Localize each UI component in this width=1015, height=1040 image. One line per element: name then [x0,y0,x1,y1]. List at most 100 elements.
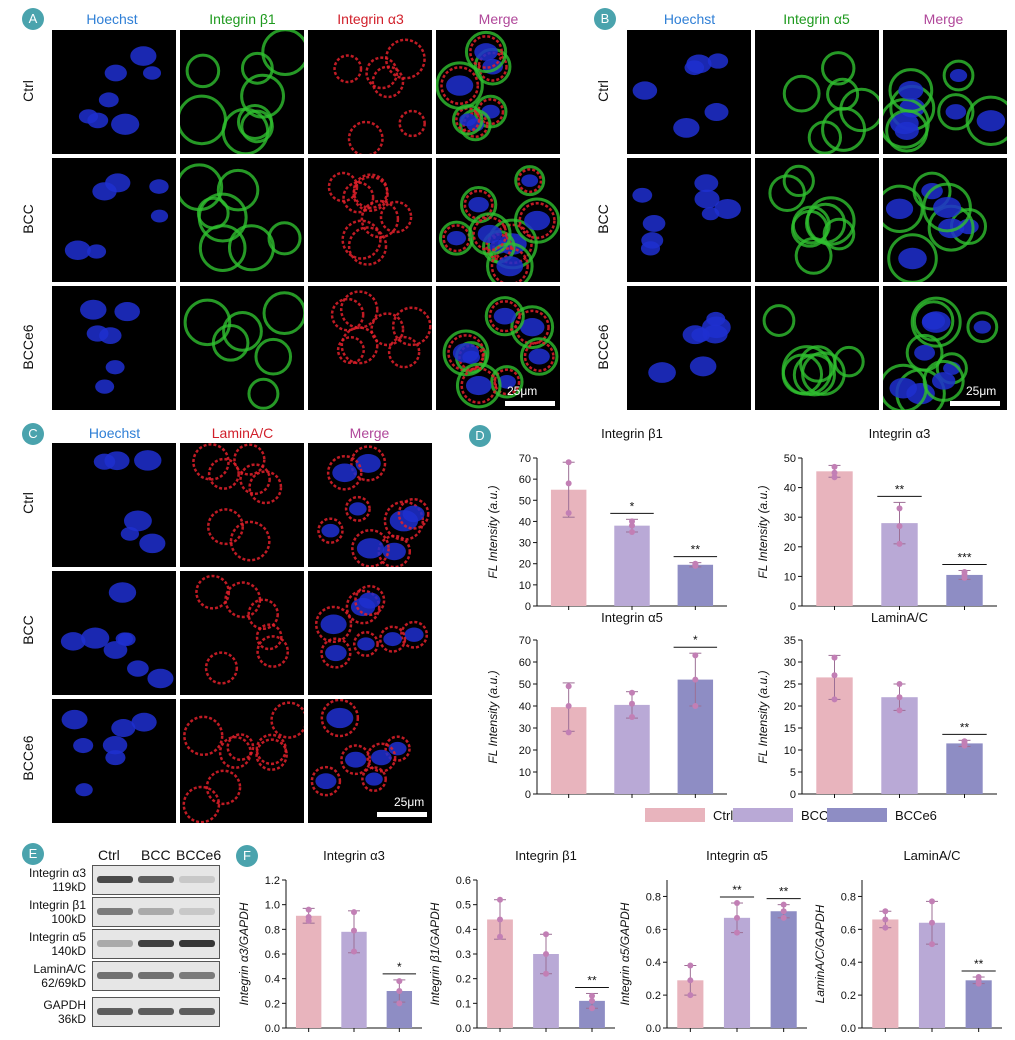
cell-membrane [910,296,962,348]
data-point [882,916,889,923]
cell-stain [239,463,271,495]
cell-nucleus [949,69,968,83]
wb-band [179,940,215,947]
cell-stain [352,175,389,212]
cell-stain [336,336,365,365]
cell-membrane [459,186,498,224]
cell-nucleus [889,377,918,399]
chart-f-integrin-b1: Integrin β1 Integrin β1/GAPDH 0.0 0.1 0.2 0.3… [430,848,615,1035]
data-point [305,914,312,920]
y-tick-label: 0.8 [265,924,280,936]
cell-stain [256,635,290,668]
cell-nucleus [684,60,705,76]
cell-membrane [486,242,534,282]
cell-nucleus [325,644,347,662]
chart-d-lamin: LaminA/C FL Intensity (a.u.) 0 5 10 15 20 25 30 3… [756,610,997,801]
cell-nucleus [61,709,88,730]
cell-nucleus [87,244,107,259]
y-tick-label: 30 [519,538,531,550]
cell-nucleus [60,632,86,651]
cell-stain [333,54,363,84]
cell-stain [397,497,430,530]
wb-band [179,908,215,915]
wb-band [179,876,215,883]
cell-membrane [183,298,232,347]
y-tick-label: 0.0 [646,1023,661,1035]
cell-nucleus [344,751,367,768]
panel-label-c: C [22,423,44,445]
data-point [780,914,787,921]
wb-protein: Integrin α3 [29,866,86,880]
data-point [565,729,572,736]
cell-membrane [455,362,502,409]
micrograph [308,158,432,282]
y-tick-label: 0.4 [456,924,471,936]
cell-stain [351,528,390,567]
data-point [975,974,982,981]
wb-label: GAPDH 36kD [10,998,86,1026]
cell-nucleus [632,81,658,100]
data-point [687,962,694,969]
cell-stain [383,500,425,541]
cell-membrane [513,197,560,244]
wb-label: Integrin α3 119kD [10,866,86,894]
wb-band [97,908,133,915]
data-point [831,672,838,679]
cell-nucleus [142,66,162,80]
cell-nucleus [147,668,174,689]
y-tick-label: 0 [790,789,796,801]
chart-title: LaminA/C [871,610,928,625]
y-tick-label: 50 [519,679,531,691]
cell-membrane [247,377,280,410]
cell-stain [310,765,342,797]
data-point [396,978,403,985]
cell-membrane [922,182,972,233]
wb-band [97,940,133,947]
wb-band [138,972,174,979]
data-point [780,908,787,915]
cell-stain [379,625,407,653]
y-tick-label: 0.6 [646,924,661,936]
cell-membrane [196,196,230,230]
y-tick-label: 0 [790,601,796,613]
cell-nucleus [497,375,516,389]
cell-stain [270,701,304,739]
cell-stain [205,769,242,806]
cell-membrane [464,30,508,74]
panel-b-row-bcce6: BCCe6 [595,324,611,370]
micrograph [755,286,879,410]
data-point [589,992,595,999]
legend-label-ctrl: Ctrl [713,808,734,823]
cell-membrane [905,333,944,372]
wb-col-bcce6: BCCe6 [176,847,222,863]
y-tick-label: 30 [519,723,531,735]
cell-stain [248,470,283,505]
cell-membrane [965,95,1007,147]
cell-nucleus [111,719,136,738]
micrograph [180,286,304,410]
cell-nucleus [114,302,140,322]
cell-stain [384,38,426,80]
cell-nucleus [648,362,676,383]
cell-stain [224,581,262,619]
y-tick-label: 50 [519,495,531,507]
chart-ylabel: FL Intensity (a.u.) [756,485,770,578]
y-tick-label: 20 [519,745,531,757]
cell-stain [387,335,421,369]
cell-stain [218,735,252,769]
y-tick-label: 30 [784,657,796,669]
cell-stain [366,742,397,773]
micrograph [308,286,432,410]
cell-nucleus [99,327,122,344]
cell-membrane [768,174,806,212]
cell-nucleus [402,505,425,523]
data-point [961,738,968,745]
micrograph [627,30,751,154]
cell-stain [207,508,245,546]
micrograph [627,158,751,282]
chart-ylabel: Integrin α3/GAPDH [237,902,251,1005]
cell-nucleus [945,104,967,120]
legend-label-bcce6: BCCe6 [895,808,937,823]
data-point [629,714,635,720]
panel-label-f: F [236,845,258,867]
